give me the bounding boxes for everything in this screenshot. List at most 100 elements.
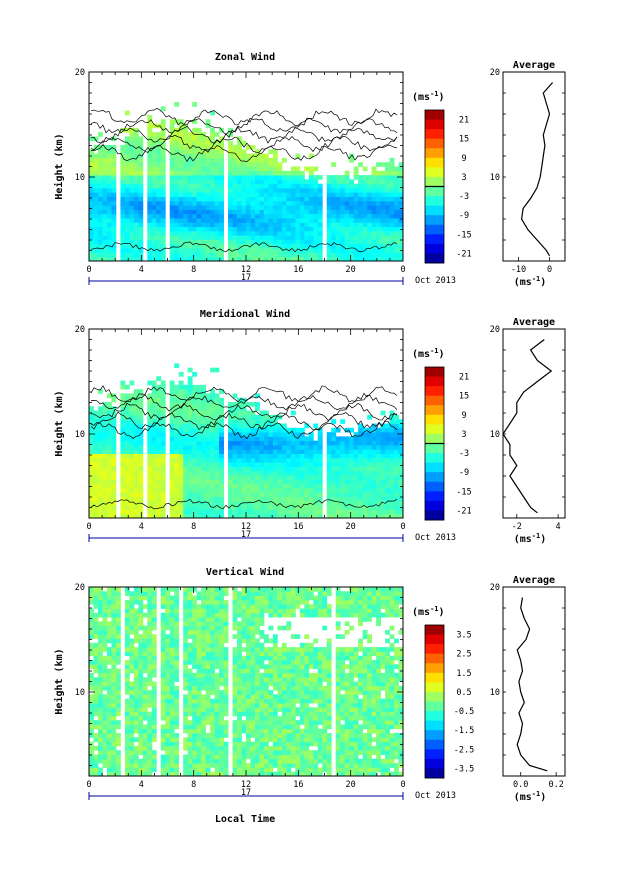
average-units: (ms-1)	[514, 532, 547, 545]
colorbar-tick-label: -1.5	[454, 726, 474, 736]
colorbar-tick-label: 2.5	[456, 650, 471, 660]
average-x-tick-label: 0.2	[548, 780, 563, 790]
average-title: Average	[513, 317, 555, 328]
colorbar-tick-label: 9	[461, 154, 466, 164]
y-tick-label: 10	[75, 430, 85, 440]
colorbar-tick-label: -15	[456, 230, 471, 240]
panel-zonal: Zonal Wind Height (km) 0 4 8 12 16 20 0 20 10 17 Oct…	[53, 51, 566, 288]
colorbar-tick-label: 9	[461, 411, 466, 421]
colorbar-tick-label: -3.5	[454, 764, 474, 774]
x-tick-label: 20	[346, 780, 356, 790]
y-tick-label: 10	[75, 173, 85, 183]
colorbar: (ms-1) 21 15 9 3 -3 -9 -15 -21	[412, 347, 472, 521]
x-tick-label: 12	[241, 780, 251, 790]
colorbar-tick-label: 21	[459, 116, 469, 126]
day-label: 17	[241, 530, 251, 540]
x-tick-label: 20	[346, 522, 356, 532]
x-tick-label: 4	[139, 522, 144, 532]
colorbar-units: (ms-1)	[412, 605, 445, 618]
average-title: Average	[513, 575, 555, 586]
colorbar-tick-label: -0.5	[454, 707, 474, 717]
x-tick-label: 20	[346, 265, 356, 275]
x-tick-label: 0	[86, 780, 91, 790]
colorbar-tick-label: 3.5	[456, 631, 471, 641]
y-tick-label: 20	[75, 68, 85, 78]
y-ticks	[89, 328, 403, 519]
x-tick-label: 0	[400, 780, 405, 790]
average-profile: Average 20 10 -2 4 (ms-1)	[490, 317, 566, 545]
average-frame	[502, 71, 566, 262]
x-ticks	[88, 587, 404, 776]
x-tick-label: 8	[191, 265, 196, 275]
colorbar-tick-label: 15	[459, 135, 469, 145]
y-axis-label: Height (km)	[53, 133, 65, 199]
y-tick-label: 20	[75, 583, 85, 593]
day-label: 17	[241, 273, 251, 283]
average-x-tick-label: -2	[512, 522, 522, 532]
date-label: Oct 2013	[415, 791, 456, 801]
y-ticks	[89, 71, 403, 262]
average-frame	[502, 586, 566, 777]
average-x-tick-label: 0	[547, 265, 552, 275]
x-tick-label: 12	[241, 522, 251, 532]
average-x-tick-label: -10	[511, 265, 526, 275]
x-tick-label: 0	[400, 265, 405, 275]
x-ticks	[88, 329, 404, 518]
colorbar-tick-label: -21	[456, 249, 471, 259]
average-x-tick-label: 4	[556, 522, 561, 532]
day-timeline: 17	[88, 530, 404, 542]
average-units: (ms-1)	[514, 275, 547, 288]
colorbar-units: (ms-1)	[412, 90, 445, 103]
colorbar-tick-label: -21	[456, 506, 471, 516]
colorbar-tick-label: -3	[459, 449, 469, 459]
average-y-tick-label: 10	[490, 688, 500, 698]
y-tick-label: 10	[75, 688, 85, 698]
colorbar-units: (ms-1)	[412, 347, 445, 360]
average-x-tick-label: 0.0	[513, 780, 528, 790]
average-profile: Average 20 10 0.0 0.2(ms-1)	[490, 575, 566, 803]
average-y-tick-label: 20	[490, 68, 500, 78]
x-ticks	[88, 72, 404, 261]
average-line	[520, 82, 554, 257]
average-y-tick-label: 20	[490, 583, 500, 593]
x-tick-label: 0	[86, 265, 91, 275]
contour-lines	[90, 385, 398, 510]
average-y-tick-label: 10	[490, 430, 500, 440]
day-timeline: 17	[88, 788, 404, 800]
colorbar-tick-label: -2.5	[454, 745, 474, 755]
y-axis-label: Height (km)	[53, 648, 65, 714]
x-tick-label: 16	[293, 780, 303, 790]
average-y-tick-label: 10	[490, 173, 500, 183]
colorbar-tick-label: 3	[461, 430, 466, 440]
date-label: Oct 2013	[415, 276, 456, 286]
average-y-tick-label: 20	[490, 325, 500, 335]
colorbar-tick-label: 21	[459, 373, 469, 383]
date-label: Oct 2013	[415, 533, 456, 543]
colorbar-tick-label: -3	[459, 192, 469, 202]
day-timeline: 17	[88, 273, 404, 285]
average-profile: Average 20 10 -10 0(ms-1)	[490, 60, 566, 288]
x-tick-label: 12	[241, 265, 251, 275]
x-tick-label: 16	[293, 265, 303, 275]
y-ticks	[89, 586, 403, 777]
colorbar-tick-label: -9	[459, 468, 469, 478]
x-tick-label: 0	[86, 522, 91, 532]
average-line	[516, 597, 548, 772]
panel-title: Vertical Wind	[206, 566, 284, 578]
panel-vertical: Vertical Wind Height (km) 0 4 8 12 16 20 0 20 10 17…	[53, 566, 566, 803]
average-frame	[502, 328, 566, 519]
y-axis-label: Height (km)	[53, 390, 65, 456]
average-line	[502, 339, 553, 514]
colorbar-tick-label: 15	[459, 392, 469, 402]
x-tick-label: 8	[191, 522, 196, 532]
heatmap	[89, 587, 404, 777]
colorbar: (ms-1) 21 15 9 3 -3 -9 -15 -21	[412, 90, 472, 264]
colorbar-tick-label: 1.5	[456, 669, 471, 679]
average-units: (ms-1)	[514, 790, 547, 803]
heatmap	[89, 363, 404, 519]
x-axis-label: Local Time	[215, 813, 275, 825]
heatmap	[89, 102, 404, 262]
x-tick-label: 0	[400, 522, 405, 532]
panel-title: Meridional Wind	[200, 308, 290, 320]
